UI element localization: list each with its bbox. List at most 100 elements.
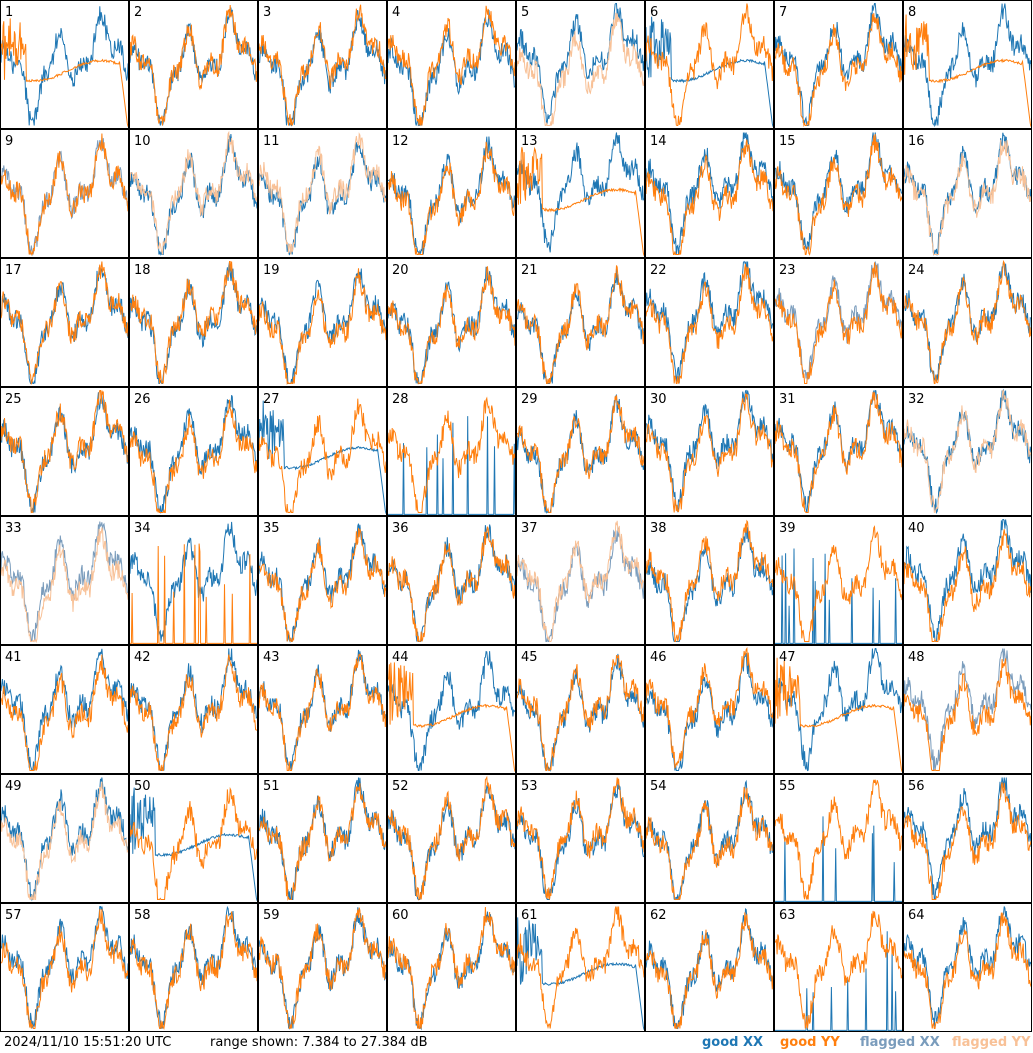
panel-24-yy-line — [903, 259, 1032, 384]
panel-28: 28 — [387, 387, 516, 516]
panel-62-xx-line — [645, 907, 773, 1029]
panel-13-border — [516, 129, 645, 258]
panel-62-label: 62 — [650, 908, 667, 923]
panel-60-border — [387, 903, 516, 1032]
panel-40-label: 40 — [908, 521, 925, 536]
panel-15-border — [774, 129, 903, 258]
panel-52: 52 — [387, 774, 516, 903]
panel-16-yy-line — [903, 139, 1032, 255]
panel-5-border — [516, 0, 645, 129]
panel-21-border — [516, 258, 645, 387]
panel-5-yy-line — [516, 12, 645, 126]
panel-41-xx-line — [0, 648, 129, 771]
panel-21: 21 — [516, 258, 645, 387]
panel-21-label: 21 — [521, 263, 538, 278]
panel-26: 26 — [129, 387, 258, 516]
panel-21-yy-line — [516, 265, 645, 384]
panel-4-label: 4 — [392, 5, 400, 20]
panel-49-border — [0, 774, 129, 903]
panel-37: 37 — [516, 516, 645, 645]
panel-48-xx-line — [903, 648, 1032, 771]
panel-4-xx-line — [387, 9, 516, 127]
panel-37-yy-line — [516, 520, 645, 642]
panel-50-label: 50 — [134, 779, 151, 794]
panel-61-yy-line — [516, 906, 645, 1030]
panel-8-yy-line — [903, 14, 1032, 127]
panel-49: 49 — [0, 774, 129, 903]
panel-27-xx-line — [258, 400, 387, 514]
panel-30-yy-line — [645, 393, 774, 513]
panel-49-label: 49 — [5, 779, 22, 794]
panel-31: 31 — [774, 387, 903, 516]
panel-6-xx-line — [645, 16, 774, 127]
panel-20-border — [387, 258, 516, 387]
panel-10-yy-line — [129, 130, 258, 255]
panel-2-xx-line — [129, 7, 258, 126]
panel-9-border — [0, 129, 129, 258]
panel-46-border — [645, 645, 774, 774]
panel-40-border — [903, 516, 1032, 645]
panel-8-xx-line — [903, 3, 1032, 128]
panel-32-label: 32 — [908, 392, 925, 407]
panel-57: 57 — [0, 903, 129, 1032]
panel-45: 45 — [516, 645, 645, 774]
panel-58-label: 58 — [134, 908, 151, 923]
panel-40-yy-line — [903, 529, 1032, 642]
panel-61-xx-line — [516, 917, 645, 1030]
panel-58: 58 — [129, 903, 258, 1032]
panel-46: 46 — [645, 645, 774, 774]
panel-5-xx-line — [516, 3, 645, 126]
panel-23-yy-line — [774, 262, 903, 384]
panel-6-label: 6 — [650, 5, 658, 20]
panel-34-yy-line — [130, 543, 257, 644]
panel-12: 12 — [387, 129, 516, 258]
panel-32-border — [903, 387, 1032, 516]
panel-34-xx-line — [129, 521, 258, 642]
panel-32-yy-line — [903, 389, 1032, 514]
panel-47: 47 — [774, 645, 903, 774]
panel-48: 48 — [903, 645, 1032, 774]
panel-56-yy-line — [903, 782, 1032, 900]
panel-25-border — [0, 387, 129, 516]
panel-23-border — [774, 258, 903, 387]
panel-24: 24 — [903, 258, 1032, 387]
panel-22: 22 — [645, 258, 774, 387]
panel-61: 61 — [516, 903, 645, 1032]
panel-26-border — [129, 387, 258, 516]
panel-17: 17 — [0, 258, 129, 387]
panel-9-label: 9 — [5, 134, 13, 149]
panel-19-label: 19 — [263, 263, 280, 278]
panel-3-label: 3 — [263, 5, 271, 20]
range-text: range shown: 7.384 to 27.384 dB — [210, 1035, 428, 1050]
panel-49-yy-line — [0, 781, 129, 900]
panel-9: 9 — [0, 129, 129, 258]
panel-2-border — [129, 0, 258, 129]
panel-60-label: 60 — [392, 908, 409, 923]
panel-45-label: 45 — [521, 650, 538, 665]
panel-10: 10 — [129, 129, 258, 258]
legend-good-yy: good YY — [780, 1035, 840, 1050]
panel-34-border — [129, 516, 258, 645]
panel-33-label: 33 — [5, 521, 22, 536]
panel-59-label: 59 — [263, 908, 280, 923]
panel-1-yy-line — [0, 18, 129, 127]
panel-28-border — [387, 387, 516, 516]
panel-47-xx-line — [774, 648, 903, 772]
panel-19: 19 — [258, 258, 387, 387]
footer-bar: 2024/11/10 15:51:20 UTC range shown: 7.3… — [0, 1033, 1033, 1053]
panel-26-yy-line — [129, 399, 258, 513]
panel-63-label: 63 — [779, 908, 796, 923]
panel-14-label: 14 — [650, 134, 667, 149]
panel-55-xx-line — [775, 816, 902, 902]
panel-59: 59 — [258, 903, 387, 1032]
panel-33: 33 — [0, 516, 129, 645]
panel-55-label: 55 — [779, 779, 796, 794]
panel-7-yy-line — [774, 13, 903, 128]
panel-23-label: 23 — [779, 263, 796, 278]
panel-8-border — [903, 0, 1032, 129]
panel-63-border — [774, 903, 903, 1032]
panel-31-border — [774, 387, 903, 516]
panel-18-yy-line — [129, 261, 258, 384]
panel-35-label: 35 — [263, 521, 280, 536]
panel-47-yy-line — [774, 657, 903, 772]
